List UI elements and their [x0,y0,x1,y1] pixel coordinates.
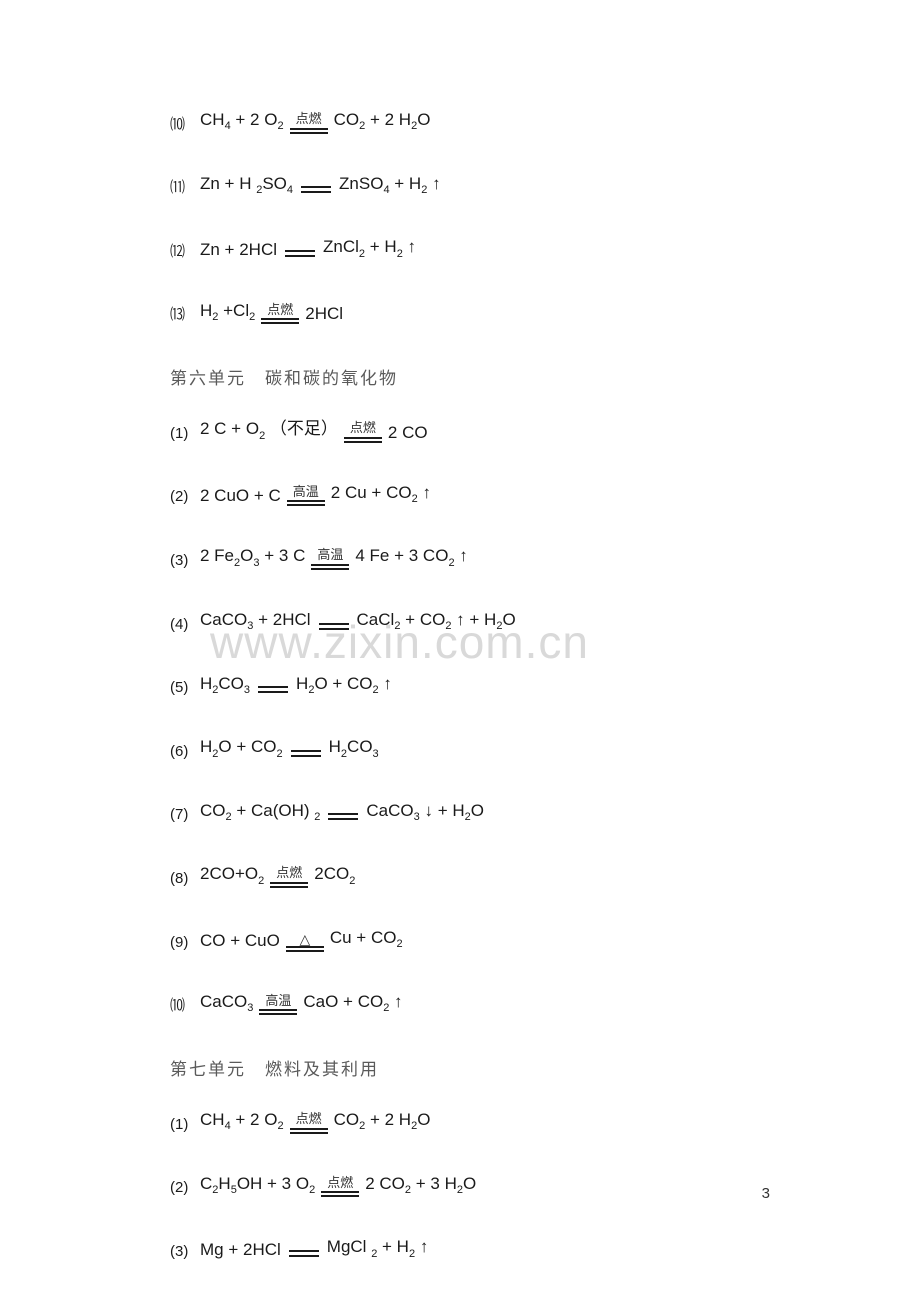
equation-number: ⑽ [170,997,192,1015]
equation-row: ⑿ Zn + 2HCl ZnCl2 + H2 ↑ [170,237,730,261]
equation-row: (7) CO2 + Ca(OH) 2 CaCO3 ↓ + H2O [170,801,730,825]
equals-sign [258,686,288,693]
equals-sign [301,186,331,193]
equation-row: (1) 2 C + O2 （不足） 点燃 2 CO [170,419,730,443]
formula-segment: 2 Fe2O3 + 3 C [200,546,305,570]
formula-segment: 4 Fe + 3 CO2 ↑ [355,546,467,570]
arrow-condition-label: 点燃 [267,302,293,318]
equation-row: ⑽ CaCO3 高温 CaO + CO2 ↑ [170,992,730,1016]
equation-row: (5) H2CO3 H2O + CO2 ↑ [170,674,730,698]
formula-segment: Cu + CO2 [330,928,403,952]
equation-row: (3) 2 Fe2O3 + 3 C 高温 4 Fe + 3 CO2 ↑ [170,546,730,570]
arrow-condition-label: 点燃 [276,865,302,881]
formula-segment: H2CO3 [329,737,379,761]
section-heading: 第六单元 碳和碳的氧化物 [170,364,730,389]
equation-row: ⒀ H2 +Cl2 点燃 2HCl [170,301,730,325]
equation-number: (9) [170,934,192,952]
sections-container: ⑽ CH4 + 2 O2 点燃 CO2 + 2 H2O ⑾ Zn + H 2SO4 ZnSO… [170,110,730,1261]
equation-number: ⒀ [170,306,192,324]
formula-segment: CH4 + 2 O2 [200,1110,284,1134]
equation-number: ⑾ [170,179,192,197]
formula-segment: CO + CuO [200,931,280,951]
equation-number: (3) [170,552,192,570]
arrow-condition-label: 高温 [265,993,291,1009]
document-page: ⑽ CH4 + 2 O2 点燃 CO2 + 2 H2O ⑾ Zn + H 2SO4 ZnSO… [0,0,730,1261]
equation-number: (3) [170,1243,192,1261]
arrow-condition-label: 点燃 [296,1111,322,1127]
formula-segment: ZnCl2 + H2 ↑ [323,237,416,261]
equation-row: ⑾ Zn + H 2SO4 ZnSO4 + H2 ↑ [170,174,730,198]
formula-segment: 2 CuO + C [200,486,281,506]
formula-segment: CaCO3 [200,992,253,1016]
formula-segment: CaCO3 + 2HCl [200,610,311,634]
reaction-arrow: 点燃 [344,420,382,443]
equation-row: (8) 2CO+O2 点燃 2CO2 [170,864,730,888]
reaction-arrow: 点燃 [261,302,299,325]
formula-segment: 2CO+O2 [200,864,264,888]
formula-segment: C2H5OH + 3 O2 [200,1174,315,1198]
arrow-condition-label: 点燃 [350,420,376,436]
formula-segment: CaO + CO2 ↑ [303,992,402,1016]
arrow-condition-label: 高温 [317,547,343,563]
arrow-condition-label: 高温 [293,484,319,500]
formula-segment: H2CO3 [200,674,250,698]
formula-segment: MgCl 2 + H2 ↑ [327,1237,429,1261]
formula-segment: 2 CO2 + 3 H2O [365,1174,476,1198]
reaction-arrow: △ [286,931,324,952]
formula-segment: H2O + CO2 [200,737,283,761]
equation-row: (2) C2H5OH + 3 O2 点燃 2 CO2 + 3 H2O [170,1174,730,1198]
equation-number: (5) [170,679,192,697]
equation-row: (6) H2O + CO2 H2CO3 [170,737,730,761]
equals-sign [319,623,349,630]
formula-segment: CaCl2 + CO2 ↑ + H2O [357,610,516,634]
formula-segment: 2HCl [305,304,343,324]
equation-row: (2) 2 CuO + C 高温 2 Cu + CO2 ↑ [170,483,730,507]
equation-number: (8) [170,870,192,888]
formula-segment: H2O + CO2 ↑ [296,674,392,698]
reaction-arrow: 点燃 [321,1175,359,1198]
formula-segment: CO2 + 2 H2O [334,110,431,134]
reaction-arrow: 高温 [259,993,297,1016]
reaction-arrow: 点燃 [290,1111,328,1134]
equation-row: ⑽ CH4 + 2 O2 点燃 CO2 + 2 H2O [170,110,730,134]
equals-sign [291,750,321,757]
equals-sign [289,1250,319,1257]
page-number: 3 [762,1185,770,1202]
equation-number: (2) [170,488,192,506]
equation-number: (6) [170,743,192,761]
equals-sign [285,250,315,257]
formula-segment: 2 CO [388,423,428,443]
equals-sign [328,813,358,820]
formula-segment: Mg + 2HCl [200,1240,281,1260]
equation-number: (7) [170,806,192,824]
formula-segment: Zn + 2HCl [200,240,277,260]
equation-row: (3) Mg + 2HCl MgCl 2 + H2 ↑ [170,1237,730,1261]
formula-segment: 2 Cu + CO2 ↑ [331,483,431,507]
formula-segment: H2 +Cl2 [200,301,255,325]
arrow-condition-label: 点燃 [296,111,322,127]
equation-number: (1) [170,425,192,443]
equation-row: (1) CH4 + 2 O2 点燃 CO2 + 2 H2O [170,1110,730,1134]
formula-segment: 2CO2 [314,864,355,888]
equation-number: (2) [170,1179,192,1197]
formula-segment: CH4 + 2 O2 [200,110,284,134]
equation-row: (4) CaCO3 + 2HCl CaCl2 + CO2 ↑ + H2O [170,610,730,634]
formula-segment: CO2 + Ca(OH) 2 [200,801,320,825]
equation-number: ⑿ [170,243,192,261]
formula-segment: CaCO3 ↓ + H2O [366,801,484,825]
arrow-condition-label: 点燃 [327,1175,353,1191]
reaction-arrow: 高温 [311,547,349,570]
reaction-arrow: 点燃 [290,111,328,134]
equation-row: (9) CO + CuO △ Cu + CO2 [170,928,730,952]
reaction-arrow: 高温 [287,484,325,507]
reaction-arrow: 点燃 [270,865,308,888]
equation-number: (4) [170,616,192,634]
formula-segment: Zn + H 2SO4 [200,174,293,198]
equation-number: ⑽ [170,116,192,134]
formula-segment: ZnSO4 + H2 ↑ [339,174,441,198]
formula-segment: CO2 + 2 H2O [334,1110,431,1134]
section-heading: 第七单元 燃料及其利用 [170,1055,730,1080]
formula-segment: 2 C + O2 （不足） [200,419,338,443]
equation-number: (1) [170,1116,192,1134]
